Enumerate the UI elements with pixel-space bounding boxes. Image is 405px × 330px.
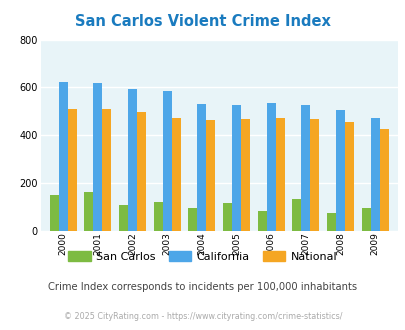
Bar <box>361 208 370 231</box>
Bar <box>370 117 379 231</box>
Bar <box>58 82 68 231</box>
Bar <box>188 208 197 231</box>
Bar <box>68 109 77 231</box>
Bar <box>344 122 353 231</box>
Bar <box>93 83 102 231</box>
Bar <box>232 105 241 231</box>
Bar <box>137 112 146 231</box>
Bar <box>335 110 344 231</box>
Bar <box>84 192 93 231</box>
Bar <box>326 213 335 231</box>
Text: © 2025 CityRating.com - https://www.cityrating.com/crime-statistics/: © 2025 CityRating.com - https://www.city… <box>64 312 341 321</box>
Bar <box>162 91 171 231</box>
Bar <box>119 205 128 231</box>
Bar <box>241 119 249 231</box>
Bar <box>379 129 388 231</box>
Bar <box>310 119 319 231</box>
Bar <box>197 104 206 231</box>
Bar <box>292 199 301 231</box>
Legend: San Carlos, California, National: San Carlos, California, National <box>64 247 341 266</box>
Bar <box>102 109 111 231</box>
Bar <box>222 204 232 231</box>
Bar <box>128 89 137 231</box>
Text: San Carlos Violent Crime Index: San Carlos Violent Crime Index <box>75 14 330 29</box>
Bar <box>301 105 310 231</box>
Bar <box>257 212 266 231</box>
Text: Crime Index corresponds to incidents per 100,000 inhabitants: Crime Index corresponds to incidents per… <box>48 282 357 292</box>
Bar <box>275 117 284 231</box>
Bar <box>266 104 275 231</box>
Bar <box>49 195 58 231</box>
Bar <box>171 117 180 231</box>
Bar <box>153 202 162 231</box>
Bar <box>206 120 215 231</box>
